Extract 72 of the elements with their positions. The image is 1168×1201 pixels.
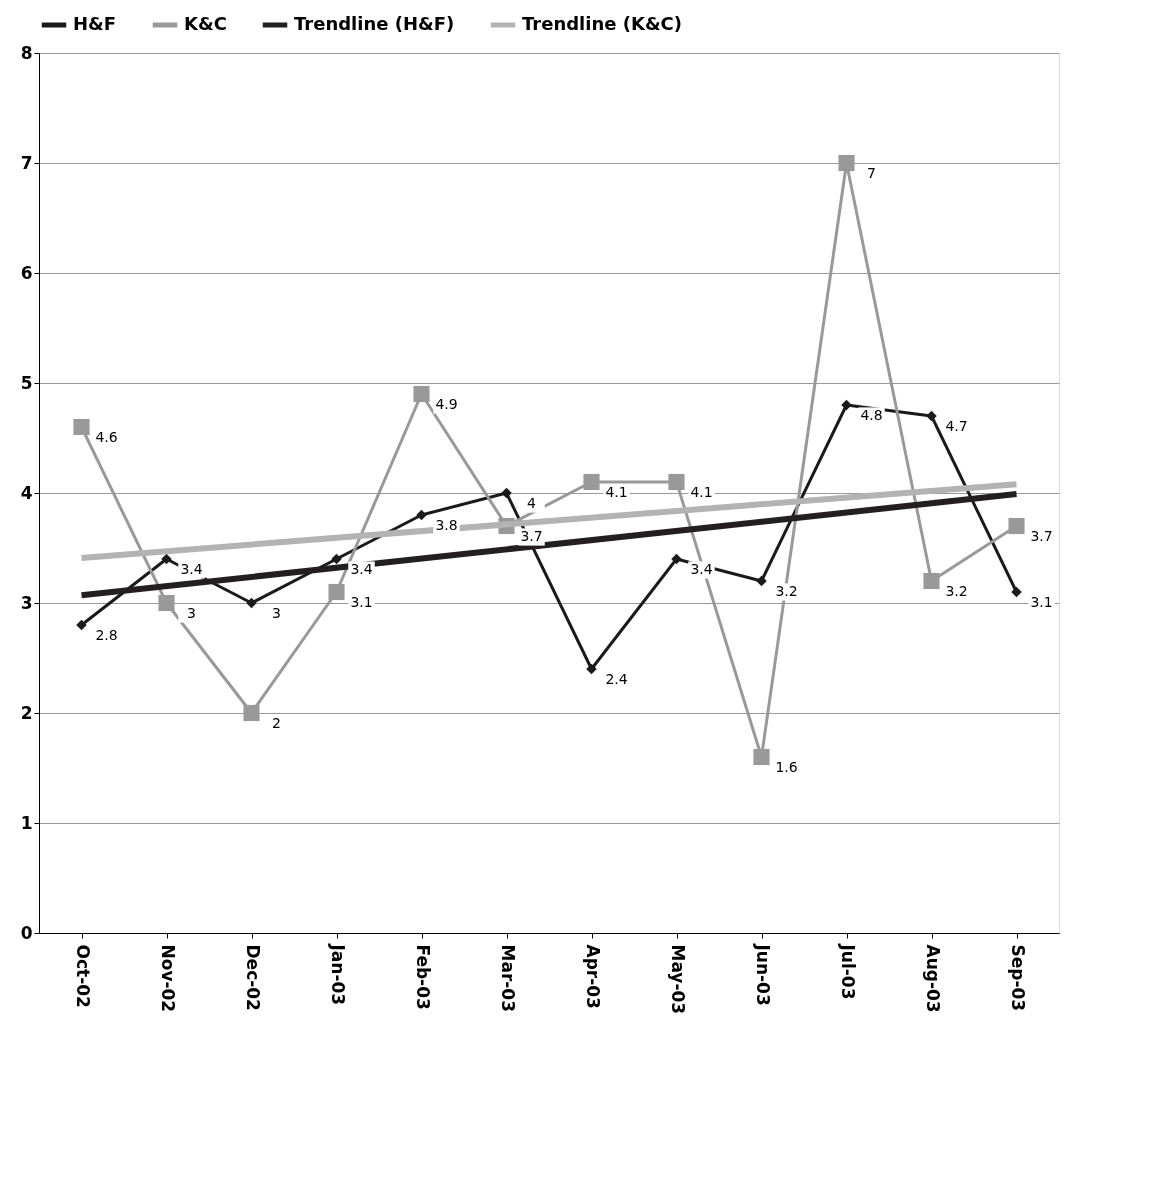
point	[586, 663, 597, 675]
y-tick-label: 2	[20, 702, 33, 723]
point	[416, 509, 427, 521]
point	[838, 154, 855, 172]
data-label: 3.1	[350, 594, 373, 610]
data-label: 2	[272, 715, 281, 731]
data-label: 7	[867, 165, 876, 181]
data-label: 4.9	[435, 396, 458, 412]
point	[76, 619, 87, 631]
x-tick-label: May-03	[668, 944, 688, 1015]
data-label: 3	[187, 605, 196, 621]
legend-label: H&F	[73, 13, 117, 34]
x-tick-label: Dec-02	[243, 944, 263, 1011]
x-tick-label: Mar-03	[498, 944, 518, 1012]
data-label: 4.8	[860, 407, 883, 423]
y-tick-label: 7	[20, 152, 33, 173]
y-tick-label: 3	[20, 592, 33, 613]
point	[841, 399, 852, 411]
data-label: 2.8	[95, 627, 118, 643]
point	[753, 748, 770, 766]
data-label: 4.1	[605, 484, 628, 500]
point	[246, 597, 257, 609]
point	[923, 572, 940, 590]
data-label: 4.7	[945, 418, 968, 434]
data-label: 3.4	[690, 561, 713, 577]
x-tick-label: Nov-02	[158, 944, 178, 1013]
data-label: 3.4	[350, 561, 373, 577]
point	[158, 594, 175, 612]
point	[671, 553, 682, 565]
point	[583, 473, 600, 491]
data-label: 4	[527, 495, 537, 511]
legend-label: Trendline (H&F)	[294, 13, 455, 34]
x-tick-label: Jun-03	[753, 943, 773, 1006]
legend-label: K&C	[184, 13, 227, 34]
y-tick-label: 0	[20, 922, 33, 943]
x-tick-label: Sep-03	[1008, 944, 1028, 1012]
data-label: 3.2	[775, 583, 798, 599]
y-tick-label: 6	[20, 262, 33, 283]
point	[161, 553, 172, 565]
legend-label: Trendline (K&C)	[522, 13, 683, 34]
data-label: 4.1	[690, 484, 713, 500]
point	[1011, 586, 1022, 598]
data-label: 3.8	[435, 517, 458, 533]
x-tick-label: Apr-03	[583, 944, 603, 1009]
x-tick-label: Oct-02	[73, 944, 93, 1008]
point	[413, 385, 430, 403]
data-label: 1.6	[775, 759, 798, 775]
data-label: 3.7	[520, 528, 543, 544]
point	[73, 418, 90, 436]
data-label: 4.6	[95, 429, 118, 445]
y-tick-label: 5	[20, 372, 33, 393]
data-label: 2.4	[605, 671, 628, 687]
y-tick-label: 1	[20, 812, 33, 833]
x-tick-label: Feb-03	[413, 944, 433, 1010]
point	[501, 487, 512, 499]
point	[328, 583, 345, 601]
data-label: 3.1	[1030, 594, 1053, 610]
x-tick-label: Jan-03	[328, 943, 348, 1006]
x-tick-label: Aug-03	[923, 944, 943, 1013]
x-tick-label: Jul-03	[838, 943, 858, 1000]
point	[1008, 517, 1025, 535]
data-label: 3.7	[1030, 528, 1053, 544]
data-label: 3.4	[180, 561, 203, 577]
y-tick-label: 4	[20, 482, 33, 503]
point	[331, 553, 342, 565]
point	[668, 473, 685, 491]
point	[926, 410, 937, 422]
data-label: 3	[272, 605, 281, 621]
point	[243, 704, 260, 722]
data-label: 3.2	[945, 583, 968, 599]
y-tick-label: 8	[20, 42, 33, 63]
point	[756, 575, 767, 587]
